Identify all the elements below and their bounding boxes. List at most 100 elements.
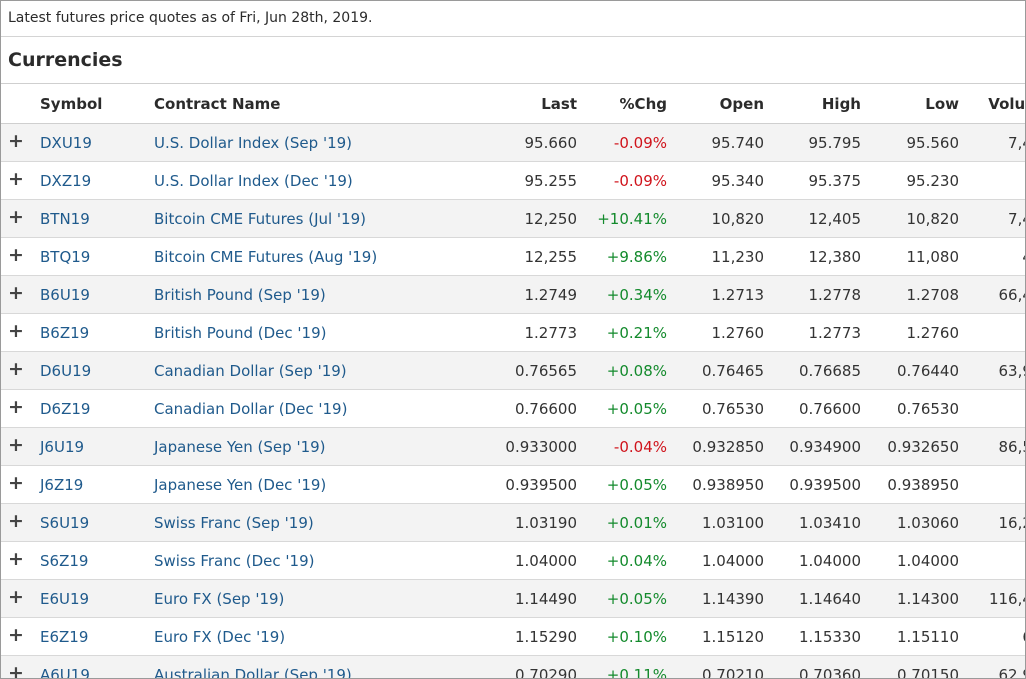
symbol-link-cell: E6U19 [31, 579, 144, 618]
plus-icon[interactable]: + [8, 510, 24, 532]
contract-name-link[interactable]: Euro FX (Dec '19) [154, 627, 286, 646]
open-price-cell: 1.04000 [667, 541, 764, 580]
contract-name-link[interactable]: Euro FX (Sep '19) [154, 589, 285, 608]
high-column-header[interactable]: High [764, 84, 861, 124]
low-price-cell: 1.14300 [861, 579, 959, 618]
plus-icon[interactable]: + [8, 624, 24, 646]
symbol-link[interactable]: BTQ19 [40, 247, 91, 266]
table-row: + E6Z19 Euro FX (Dec '19) 1.15290 +0.10% 1.15… [1, 617, 1025, 656]
low-price-cell: 0.938950 [861, 465, 959, 504]
open-price: 95.740 [711, 133, 765, 152]
last-price: 1.04000 [514, 551, 577, 570]
plus-icon[interactable]: + [8, 244, 24, 266]
plus-icon[interactable]: + [8, 472, 24, 494]
contract-name-link[interactable]: Bitcoin CME Futures (Aug '19) [154, 247, 378, 266]
contract-name-link[interactable]: U.S. Dollar Index (Sep '19) [154, 133, 353, 152]
percent-change: +0.08% [606, 361, 667, 380]
symbol-link[interactable]: J6Z19 [40, 475, 84, 494]
expand-cell: + [1, 655, 31, 679]
symbol-link[interactable]: J6U19 [40, 437, 85, 456]
plus-icon[interactable]: + [8, 206, 24, 228]
plus-icon[interactable]: + [8, 586, 24, 608]
volume-cell: 116,436 [959, 579, 1025, 618]
volume-column-header[interactable]: Volume [959, 84, 1025, 124]
plus-icon[interactable]: + [8, 320, 24, 342]
plus-icon[interactable]: + [8, 548, 24, 570]
open-price-cell: 0.76530 [667, 389, 764, 428]
quotes-table: Symbol Contract Name Last %Chg Open High… [1, 84, 1025, 679]
expand-cell: + [1, 161, 31, 200]
high-price: 0.70360 [798, 665, 861, 679]
high-price: 1.2773 [808, 323, 862, 342]
plus-icon[interactable]: + [8, 282, 24, 304]
low-column-header[interactable]: Low [861, 84, 959, 124]
high-price: 95.795 [808, 133, 862, 152]
contract-name-link[interactable]: Canadian Dollar (Dec '19) [154, 399, 348, 418]
symbol-link[interactable]: DXZ19 [40, 171, 92, 190]
percent-change-cell: +0.04% [577, 541, 667, 580]
plus-icon[interactable]: + [8, 396, 24, 418]
plus-icon[interactable]: + [8, 434, 24, 456]
symbol-link[interactable]: B6U19 [40, 285, 90, 304]
open-price-cell: 10,820 [667, 199, 764, 238]
low-price-cell: 0.70150 [861, 655, 959, 678]
symbol-link-cell: BTN19 [31, 199, 144, 238]
plus-icon[interactable]: + [8, 130, 24, 152]
last-price-cell: 1.03190 [465, 503, 577, 542]
open-column-header[interactable]: Open [667, 84, 764, 124]
contract-name-link[interactable]: Japanese Yen (Dec '19) [154, 475, 327, 494]
high-price-cell: 95.375 [764, 161, 861, 200]
symbol-column-header[interactable]: Symbol [31, 84, 144, 124]
contract-name-link-cell: British Pound (Dec '19) [144, 313, 465, 352]
plus-icon[interactable]: + [8, 358, 24, 380]
high-price-cell: 0.70360 [764, 655, 861, 679]
symbol-link[interactable]: B6Z19 [40, 323, 90, 342]
contract-name-link[interactable]: Canadian Dollar (Sep '19) [154, 361, 347, 380]
table-row: + S6Z19 Swiss Franc (Dec '19) 1.04000 +0.04%… [1, 541, 1025, 580]
last-column-header[interactable]: Last [465, 84, 577, 124]
last-price: 0.76565 [514, 361, 577, 380]
contract-name-link[interactable]: Swiss Franc (Sep '19) [154, 513, 314, 532]
expand-cell: + [1, 313, 31, 352]
low-price-cell: 1.2708 [861, 275, 959, 314]
contract-name-column-header[interactable]: Contract Name [144, 84, 465, 124]
contract-name-link-cell: Japanese Yen (Dec '19) [144, 465, 465, 504]
contract-name-link[interactable]: British Pound (Dec '19) [154, 323, 327, 342]
high-price: 0.939500 [789, 475, 861, 494]
contract-name-link[interactable]: Japanese Yen (Sep '19) [154, 437, 326, 456]
contract-name-link[interactable]: Bitcoin CME Futures (Jul '19) [154, 209, 366, 228]
contract-name-link[interactable]: Swiss Franc (Dec '19) [154, 551, 315, 570]
high-price: 1.03410 [798, 513, 861, 532]
contract-name-link[interactable]: Australian Dollar (Sep '19) [154, 665, 352, 679]
symbol-link[interactable]: BTN19 [40, 209, 90, 228]
high-price-cell: 12,405 [764, 199, 861, 238]
volume: 7,400 [1008, 209, 1025, 228]
expand-cell: + [1, 465, 31, 504]
low-price-cell: 95.560 [861, 123, 959, 162]
percent-change-column-header[interactable]: %Chg [577, 84, 667, 124]
symbol-link[interactable]: D6U19 [40, 361, 92, 380]
symbol-link[interactable]: E6Z19 [40, 627, 89, 646]
high-price: 0.934900 [789, 437, 861, 456]
high-price-cell: 1.2778 [764, 275, 861, 314]
plus-icon[interactable]: + [8, 168, 24, 190]
contract-name-link[interactable]: U.S. Dollar Index (Dec '19) [154, 171, 353, 190]
last-price-cell: 12,250 [465, 199, 577, 238]
last-price-cell: 0.933000 [465, 427, 577, 466]
symbol-link-cell: B6Z19 [31, 313, 144, 352]
open-price-cell: 1.15120 [667, 617, 764, 656]
expand-cell: + [1, 617, 31, 656]
symbol-link[interactable]: S6Z19 [40, 551, 89, 570]
symbol-link[interactable]: A6U19 [40, 665, 90, 679]
symbol-link[interactable]: D6Z19 [40, 399, 91, 418]
low-price-cell: 0.932650 [861, 427, 959, 466]
contract-name-link[interactable]: British Pound (Sep '19) [154, 285, 326, 304]
percent-change-cell: +0.01% [577, 503, 667, 542]
symbol-link[interactable]: DXU19 [40, 133, 92, 152]
high-price-cell: 1.15330 [764, 617, 861, 656]
symbol-link[interactable]: S6U19 [40, 513, 90, 532]
plus-icon[interactable]: + [8, 662, 24, 679]
symbol-link[interactable]: E6U19 [40, 589, 90, 608]
table-row: + DXZ19 U.S. Dollar Index (Dec '19) 95.255 -… [1, 161, 1025, 200]
open-price-cell: 11,230 [667, 237, 764, 276]
